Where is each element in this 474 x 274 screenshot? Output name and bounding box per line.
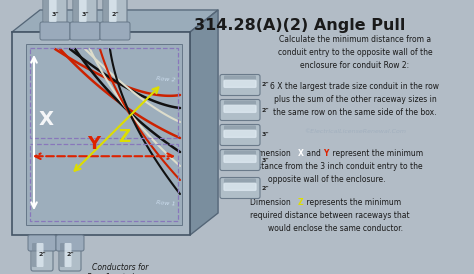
FancyBboxPatch shape: [73, 0, 97, 26]
FancyBboxPatch shape: [224, 80, 256, 87]
Text: Dimension: Dimension: [250, 149, 293, 158]
Text: Conductors for
Row 1 not shown: Conductors for Row 1 not shown: [87, 263, 153, 274]
FancyBboxPatch shape: [220, 178, 260, 198]
Text: represents the minimum: represents the minimum: [304, 198, 401, 207]
Bar: [12, 32, 190, 235]
Text: 3": 3": [51, 12, 59, 16]
FancyBboxPatch shape: [224, 101, 256, 106]
Text: 2": 2": [66, 253, 74, 258]
Text: required distance between raceways that: required distance between raceways that: [250, 211, 410, 220]
FancyBboxPatch shape: [220, 150, 260, 170]
FancyBboxPatch shape: [220, 99, 260, 121]
Text: represent the minimum: represent the minimum: [330, 149, 423, 158]
FancyBboxPatch shape: [224, 125, 256, 131]
FancyBboxPatch shape: [74, 0, 80, 22]
FancyBboxPatch shape: [224, 155, 256, 162]
FancyBboxPatch shape: [31, 239, 53, 271]
FancyBboxPatch shape: [104, 0, 109, 22]
FancyBboxPatch shape: [49, 0, 56, 22]
Text: Y: Y: [323, 149, 328, 158]
Text: X: X: [38, 110, 54, 129]
FancyBboxPatch shape: [224, 150, 256, 156]
Text: ©ElectricalLicenseRenewal.Com: ©ElectricalLicenseRenewal.Com: [304, 129, 406, 134]
FancyBboxPatch shape: [40, 22, 70, 40]
Text: 3": 3": [81, 12, 89, 16]
FancyBboxPatch shape: [56, 235, 84, 251]
Text: and: and: [304, 149, 323, 158]
Polygon shape: [190, 10, 218, 235]
FancyBboxPatch shape: [224, 105, 256, 112]
FancyBboxPatch shape: [224, 178, 256, 184]
Text: X: X: [298, 149, 304, 158]
FancyBboxPatch shape: [224, 183, 256, 190]
FancyBboxPatch shape: [224, 130, 256, 137]
Text: Calculate the minimum distance from a: Calculate the minimum distance from a: [279, 35, 431, 44]
Text: 2": 2": [38, 253, 46, 258]
FancyBboxPatch shape: [109, 0, 117, 22]
Text: 2": 2": [262, 185, 270, 190]
Bar: [26, 44, 182, 225]
Polygon shape: [12, 10, 218, 32]
Text: conduit entry to the opposite wall of the: conduit entry to the opposite wall of th…: [278, 48, 432, 57]
Text: Z: Z: [298, 198, 304, 207]
Bar: [30, 48, 178, 138]
Text: would enclose the same conductor.: would enclose the same conductor.: [268, 224, 403, 233]
FancyBboxPatch shape: [44, 0, 50, 22]
Text: Dimension: Dimension: [250, 198, 293, 207]
FancyBboxPatch shape: [32, 243, 37, 267]
Text: 6 X the largest trade size conduit in the row: 6 X the largest trade size conduit in th…: [271, 82, 439, 91]
Text: 2": 2": [111, 12, 119, 16]
Text: plus the sum of the other raceway sizes in: plus the sum of the other raceway sizes …: [273, 95, 437, 104]
Text: Row 1: Row 1: [156, 200, 176, 206]
FancyBboxPatch shape: [220, 75, 260, 96]
FancyBboxPatch shape: [36, 243, 44, 267]
Text: 2": 2": [262, 82, 270, 87]
Text: 3": 3": [262, 133, 270, 138]
FancyBboxPatch shape: [103, 0, 127, 26]
FancyBboxPatch shape: [79, 0, 87, 22]
FancyBboxPatch shape: [64, 243, 72, 267]
FancyBboxPatch shape: [43, 0, 67, 26]
FancyBboxPatch shape: [70, 22, 100, 40]
Text: the same row on the same side of the box.: the same row on the same side of the box…: [273, 108, 437, 117]
Text: Z: Z: [118, 128, 130, 146]
Text: 314.28(A)(2) Angle Pull: 314.28(A)(2) Angle Pull: [194, 18, 406, 33]
Text: 2": 2": [262, 107, 270, 113]
Text: distance from the 3 inch conduit entry to the: distance from the 3 inch conduit entry t…: [250, 162, 423, 171]
FancyBboxPatch shape: [220, 124, 260, 145]
Text: Row 2: Row 2: [156, 76, 176, 82]
FancyBboxPatch shape: [60, 243, 65, 267]
Bar: [30, 144, 178, 221]
FancyBboxPatch shape: [28, 235, 56, 251]
Text: Y: Y: [87, 135, 100, 153]
Text: enclosure for conduit Row 2:: enclosure for conduit Row 2:: [301, 61, 410, 70]
Text: opposite wall of the enclosure.: opposite wall of the enclosure.: [268, 175, 385, 184]
FancyBboxPatch shape: [59, 239, 81, 271]
Text: 3": 3": [262, 158, 270, 162]
FancyBboxPatch shape: [100, 22, 130, 40]
FancyBboxPatch shape: [224, 76, 256, 81]
